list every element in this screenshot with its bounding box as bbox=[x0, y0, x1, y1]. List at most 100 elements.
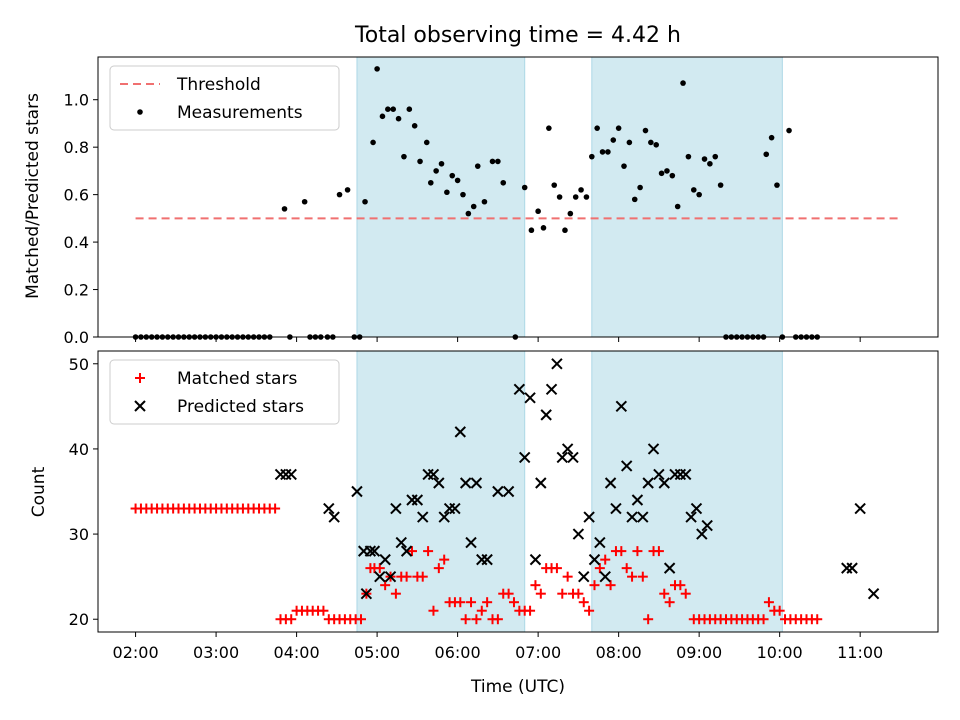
measurement-point bbox=[500, 179, 507, 186]
measurement-point bbox=[631, 196, 638, 203]
predicted-star-marker bbox=[400, 545, 413, 557]
measurement-point bbox=[521, 184, 528, 191]
x-tick-label: 05:00 bbox=[354, 643, 400, 662]
matched-star-marker bbox=[433, 563, 444, 574]
predicted-star-marker bbox=[615, 400, 628, 413]
top-y-axis-label: Matched/Predicted stars bbox=[23, 93, 43, 299]
x-tick-label: 06:00 bbox=[435, 643, 481, 662]
measurement-point bbox=[281, 206, 288, 212]
matched-star-marker bbox=[401, 571, 412, 582]
plot-frame bbox=[97, 56, 939, 338]
measurement-point bbox=[379, 113, 386, 120]
matched-star-marker bbox=[584, 605, 595, 616]
x-tick-label: 02:00 bbox=[113, 643, 159, 662]
measurement-point bbox=[556, 194, 563, 200]
measurement-point bbox=[370, 139, 376, 146]
predicted-star-marker bbox=[841, 562, 853, 574]
x-tick-label: 04:00 bbox=[274, 643, 320, 662]
measurement-point bbox=[626, 139, 633, 146]
matched-star-marker bbox=[318, 605, 329, 616]
predicted-star-marker bbox=[610, 502, 622, 515]
predicted-star-marker bbox=[545, 383, 558, 396]
measurement-point bbox=[653, 141, 660, 148]
shaded-region bbox=[591, 350, 783, 633]
legend-label: Predicted stars bbox=[177, 397, 304, 417]
measurement-point bbox=[717, 182, 724, 188]
measurement-point bbox=[546, 125, 552, 131]
chart-title: Total observing time = 4.42 h bbox=[354, 23, 681, 48]
measurement-point bbox=[438, 160, 445, 167]
matched-star-marker bbox=[503, 588, 514, 599]
predicted-star-marker bbox=[449, 502, 461, 515]
measurement-point bbox=[528, 227, 535, 234]
matched-star-marker bbox=[460, 614, 471, 625]
measurement-point bbox=[395, 115, 402, 122]
matched-star-marker bbox=[492, 614, 503, 625]
matched-star-marker bbox=[659, 588, 670, 599]
matched-star-marker bbox=[763, 597, 774, 608]
matched-star-marker bbox=[428, 605, 439, 616]
measurement-point bbox=[712, 153, 719, 160]
top-panel: 0.0 0.2 0.4 0.6 0.8 1.0 Threshold Measurements bbox=[64, 56, 939, 347]
predicted-star-marker bbox=[599, 570, 611, 583]
predicted-star-marker bbox=[390, 502, 402, 515]
measurement-point bbox=[465, 210, 472, 217]
measurement-point bbox=[423, 139, 430, 146]
matched-star-marker bbox=[530, 580, 541, 591]
predicted-star-marker bbox=[384, 570, 397, 583]
predicted-star-marker bbox=[438, 511, 450, 523]
measurement-point bbox=[460, 191, 466, 198]
predicted-star-marker bbox=[529, 553, 542, 566]
predicted-star-marker bbox=[583, 511, 595, 523]
measurement-point bbox=[474, 163, 481, 169]
predicted-star-marker bbox=[578, 570, 590, 583]
measurement-point bbox=[427, 179, 434, 186]
matched-star-marker bbox=[417, 571, 428, 582]
matched-star-marker bbox=[406, 546, 417, 557]
matched-star-marker bbox=[466, 597, 477, 608]
predicted-star-marker bbox=[502, 485, 515, 498]
predicted-star-marker bbox=[626, 511, 638, 523]
measurement-point bbox=[444, 189, 450, 196]
measurement-point bbox=[680, 80, 686, 86]
predicted-star-marker bbox=[690, 502, 703, 515]
measurement-point bbox=[701, 156, 708, 162]
x-tick-label: 08:00 bbox=[596, 643, 642, 662]
predicted-star-marker bbox=[328, 511, 340, 523]
measurement-point bbox=[669, 172, 676, 179]
shaded-region bbox=[356, 350, 526, 633]
measurement-point bbox=[385, 106, 391, 113]
matched-star-marker bbox=[589, 580, 600, 591]
measurement-point bbox=[589, 153, 595, 160]
x-tick-label: 11:00 bbox=[837, 643, 883, 662]
predicted-star-marker bbox=[368, 545, 381, 557]
matched-star-marker bbox=[535, 588, 546, 599]
predicted-star-marker bbox=[551, 358, 563, 370]
measurement-point bbox=[658, 170, 665, 177]
measurement-point bbox=[763, 151, 770, 158]
measurement-point bbox=[605, 149, 611, 155]
predicted-star-marker bbox=[556, 451, 568, 464]
predicted-star-marker bbox=[433, 477, 445, 489]
measurement-point bbox=[489, 158, 496, 165]
predicted-star-marker bbox=[535, 477, 547, 489]
predicted-star-marker bbox=[867, 587, 880, 600]
matched-star-marker bbox=[680, 588, 691, 599]
predicted-star-marker bbox=[588, 553, 601, 566]
predicted-star-marker bbox=[519, 451, 531, 464]
predicted-star-marker bbox=[854, 502, 866, 515]
legend-measurement-swatch bbox=[137, 109, 143, 115]
matched-star-marker bbox=[573, 588, 584, 599]
y-tick-label: 0.8 bbox=[64, 138, 89, 157]
matched-star-marker bbox=[525, 605, 536, 616]
legend-label: Threshold bbox=[176, 75, 261, 95]
measurement-point bbox=[664, 168, 670, 174]
predicted-star-marker bbox=[696, 528, 708, 540]
x-tick-label: 09:00 bbox=[676, 643, 722, 662]
matched-star-marker bbox=[270, 503, 281, 514]
predicted-star-marker bbox=[658, 477, 670, 489]
measurement-point bbox=[390, 106, 397, 113]
matched-star-marker bbox=[455, 597, 466, 608]
predicted-star-marker bbox=[411, 494, 424, 506]
predicted-star-marker bbox=[274, 468, 287, 481]
